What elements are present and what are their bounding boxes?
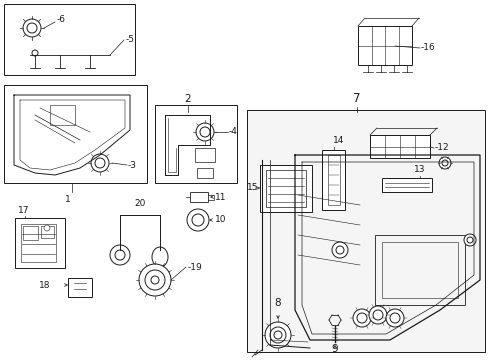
Circle shape <box>335 246 343 254</box>
Circle shape <box>196 123 214 141</box>
Bar <box>68 278 92 297</box>
Circle shape <box>389 313 399 323</box>
Circle shape <box>466 237 472 243</box>
Bar <box>321 150 345 210</box>
Text: 7: 7 <box>352 92 360 105</box>
Circle shape <box>438 157 450 169</box>
Circle shape <box>110 245 130 265</box>
Circle shape <box>145 270 164 290</box>
Text: -12: -12 <box>434 144 448 153</box>
Text: -16: -16 <box>420 44 435 53</box>
Bar <box>190 192 207 202</box>
Circle shape <box>463 234 475 246</box>
Circle shape <box>44 225 50 231</box>
Circle shape <box>385 309 403 327</box>
Circle shape <box>372 310 382 320</box>
Bar <box>195 148 215 162</box>
Circle shape <box>331 242 347 258</box>
Bar <box>357 26 411 65</box>
Text: 17: 17 <box>18 206 29 215</box>
Text: 14: 14 <box>333 136 344 145</box>
Circle shape <box>264 322 290 348</box>
Bar <box>21 224 56 262</box>
Bar <box>265 170 305 207</box>
Bar <box>381 242 457 298</box>
Bar <box>197 168 213 178</box>
Bar <box>4 4 135 75</box>
Text: 9: 9 <box>331 344 338 354</box>
Circle shape <box>192 214 203 226</box>
Circle shape <box>441 160 447 166</box>
Circle shape <box>273 331 282 339</box>
Circle shape <box>27 23 37 33</box>
Text: -4: -4 <box>228 127 237 136</box>
Bar <box>23 226 38 240</box>
Bar <box>4 85 147 183</box>
Text: 20: 20 <box>134 199 145 208</box>
Text: 8: 8 <box>274 298 281 308</box>
Circle shape <box>91 154 109 172</box>
Bar <box>369 135 429 158</box>
Bar <box>50 105 75 125</box>
Text: 10: 10 <box>215 216 226 225</box>
Bar <box>374 235 464 305</box>
Bar <box>41 226 54 238</box>
Text: -3: -3 <box>128 161 137 170</box>
Circle shape <box>151 276 159 284</box>
Bar <box>260 165 311 212</box>
Ellipse shape <box>152 247 168 267</box>
Text: 2: 2 <box>184 94 191 104</box>
Circle shape <box>23 19 41 37</box>
Text: 15: 15 <box>246 184 258 193</box>
Bar <box>207 195 214 200</box>
Text: 1: 1 <box>65 195 71 204</box>
Text: -5: -5 <box>126 36 135 45</box>
Circle shape <box>269 327 285 343</box>
Text: 11: 11 <box>215 193 226 202</box>
Text: -6: -6 <box>57 15 66 24</box>
Bar <box>381 178 431 192</box>
Bar <box>327 155 339 205</box>
Circle shape <box>186 209 208 231</box>
Circle shape <box>95 158 105 168</box>
Text: -19: -19 <box>187 262 203 271</box>
Circle shape <box>32 50 38 56</box>
Circle shape <box>368 306 386 324</box>
Bar <box>15 218 65 268</box>
Circle shape <box>200 127 209 137</box>
Circle shape <box>139 264 171 296</box>
Text: 13: 13 <box>413 165 425 174</box>
Circle shape <box>115 250 125 260</box>
Circle shape <box>356 313 366 323</box>
Text: 18: 18 <box>39 280 50 289</box>
Bar <box>155 105 237 183</box>
Bar <box>246 110 484 352</box>
Circle shape <box>352 309 370 327</box>
